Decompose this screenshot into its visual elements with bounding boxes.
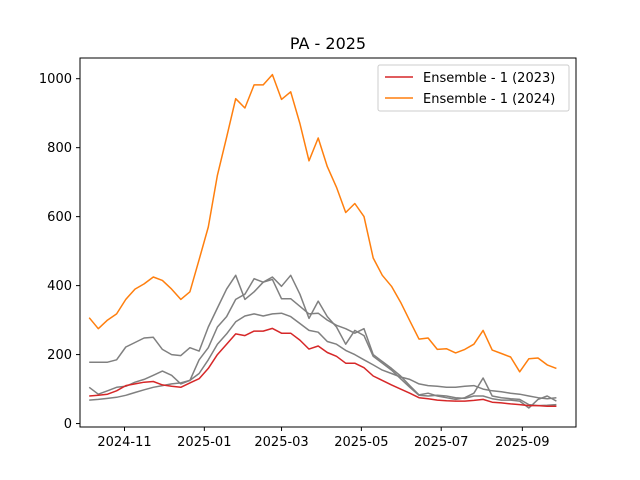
background-series-line-4 (88, 274, 557, 409)
plot-frame (79, 57, 577, 428)
plot-area (80, 58, 576, 427)
y-tick-label: 800 (47, 141, 72, 156)
x-tick-label: 2025-05 (334, 435, 388, 450)
axes: 2024-11 2025-01 2025-03 2025-05 2025-07 2025-… (39, 57, 577, 450)
y-tick-label: 400 (47, 279, 72, 294)
y-tick-label: 200 (47, 348, 72, 363)
series-line-1 (89, 327, 557, 408)
y-tick-label: 1000 (39, 72, 72, 87)
background-series-line-3 (89, 274, 557, 407)
x-tick-label: 2024-11 (97, 435, 151, 450)
legend-label: Ensemble - 1 (2024) (423, 92, 555, 107)
x-tick-label: 2025-09 (495, 435, 549, 450)
legend-label: Ensemble - 1 (2023) (423, 71, 555, 86)
x-tick-label: 2025-07 (414, 435, 468, 450)
chart-title: PA - 2025 (290, 34, 366, 53)
x-tick-label: 2025-01 (177, 435, 231, 450)
legend: Ensemble - 1 (2023) Ensemble - 1 (2024) (377, 64, 570, 112)
plot-background (80, 58, 576, 427)
series-line-2 (88, 73, 557, 373)
background-series-line-5 (89, 312, 557, 401)
y-tick-label: 0 (64, 417, 72, 432)
x-tick-label: 2025-03 (254, 435, 308, 450)
series-lines (88, 73, 557, 409)
legend-box (377, 64, 570, 112)
y-tick-label: 600 (47, 210, 72, 225)
